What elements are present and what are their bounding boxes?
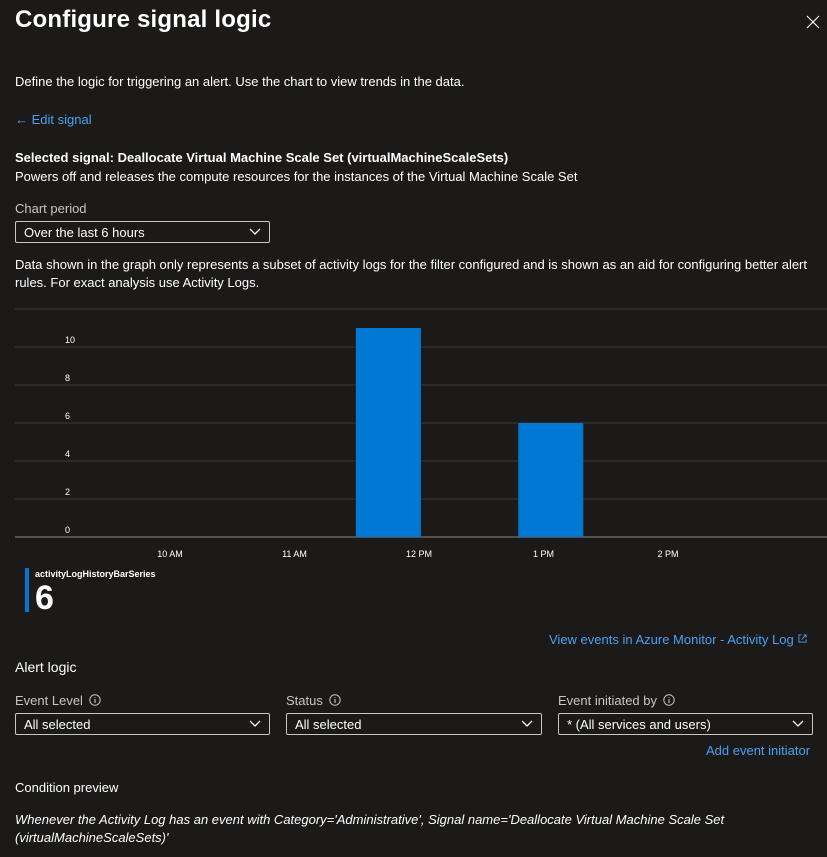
- view-activity-log-link[interactable]: View events in Azure Monitor - Activity …: [549, 632, 807, 647]
- view-activity-log-label: View events in Azure Monitor - Activity …: [549, 632, 794, 647]
- chart-note: Data shown in the graph only represents …: [15, 257, 807, 290]
- status-label-text: Status: [286, 693, 323, 708]
- info-icon[interactable]: [329, 694, 341, 706]
- x-tick-label: 12 PM: [406, 549, 432, 559]
- selected-signal-description: Powers off and releases the compute reso…: [15, 169, 578, 184]
- chart-period-label: Chart period: [15, 201, 87, 216]
- info-icon[interactable]: [663, 694, 675, 706]
- chart-bar[interactable]: [518, 423, 584, 537]
- x-tick-label: 10 AM: [157, 549, 183, 559]
- alert-logic-title: Alert logic: [15, 659, 77, 675]
- chart-period-dropdown[interactable]: Over the last 6 hours: [15, 221, 270, 243]
- chevron-down-icon: [792, 720, 804, 727]
- panel-title: Configure signal logic: [15, 6, 272, 33]
- y-tick-label: 0: [65, 525, 70, 535]
- legend-color-swatch: [25, 568, 29, 612]
- info-icon[interactable]: [89, 694, 101, 706]
- y-tick-label: 4: [65, 449, 70, 459]
- x-tick-label: 2 PM: [657, 549, 678, 559]
- event-level-label: Event Level: [15, 693, 101, 708]
- add-event-initiator-link[interactable]: Add event initiator: [706, 743, 811, 758]
- chevron-down-icon: [521, 720, 533, 727]
- chevron-down-icon: [249, 720, 261, 727]
- edit-signal-link[interactable]: ← Edit signal: [15, 112, 92, 127]
- y-tick-label: 2: [65, 487, 70, 497]
- panel-description: Define the logic for triggering an alert…: [15, 74, 465, 89]
- event-level-dropdown[interactable]: All selected: [15, 713, 270, 735]
- legend-series-name: activityLogHistoryBarSeries: [35, 569, 156, 579]
- x-tick-label: 11 AM: [282, 549, 307, 559]
- chart-bar[interactable]: [355, 328, 421, 537]
- y-tick-label: 6: [65, 411, 70, 421]
- event-level-label-text: Event Level: [15, 693, 83, 708]
- chart-period-value: Over the last 6 hours: [24, 225, 145, 240]
- chevron-down-icon: [249, 228, 261, 235]
- legend-series-value: 6: [35, 579, 54, 617]
- event-level-value: All selected: [24, 717, 91, 732]
- y-tick-label: 10: [65, 335, 75, 345]
- condition-preview-title: Condition preview: [15, 780, 119, 795]
- event-initiated-by-value: * (All services and users): [567, 717, 711, 732]
- y-tick-label: 8: [65, 373, 70, 383]
- close-icon[interactable]: [805, 14, 821, 30]
- event-initiated-by-dropdown[interactable]: * (All services and users): [558, 713, 813, 735]
- status-dropdown[interactable]: All selected: [286, 713, 542, 735]
- status-label: Status: [286, 693, 341, 708]
- event-initiated-by-label-text: Event initiated by: [558, 693, 658, 708]
- condition-preview-text: Whenever the Activity Log has an event w…: [15, 812, 725, 845]
- selected-signal-title: Selected signal: Deallocate Virtual Mach…: [15, 150, 509, 165]
- external-link-icon: [798, 634, 807, 643]
- status-value: All selected: [295, 717, 362, 732]
- x-tick-label: 1 PM: [533, 549, 554, 559]
- event-initiated-by-label: Event initiated by: [558, 693, 675, 708]
